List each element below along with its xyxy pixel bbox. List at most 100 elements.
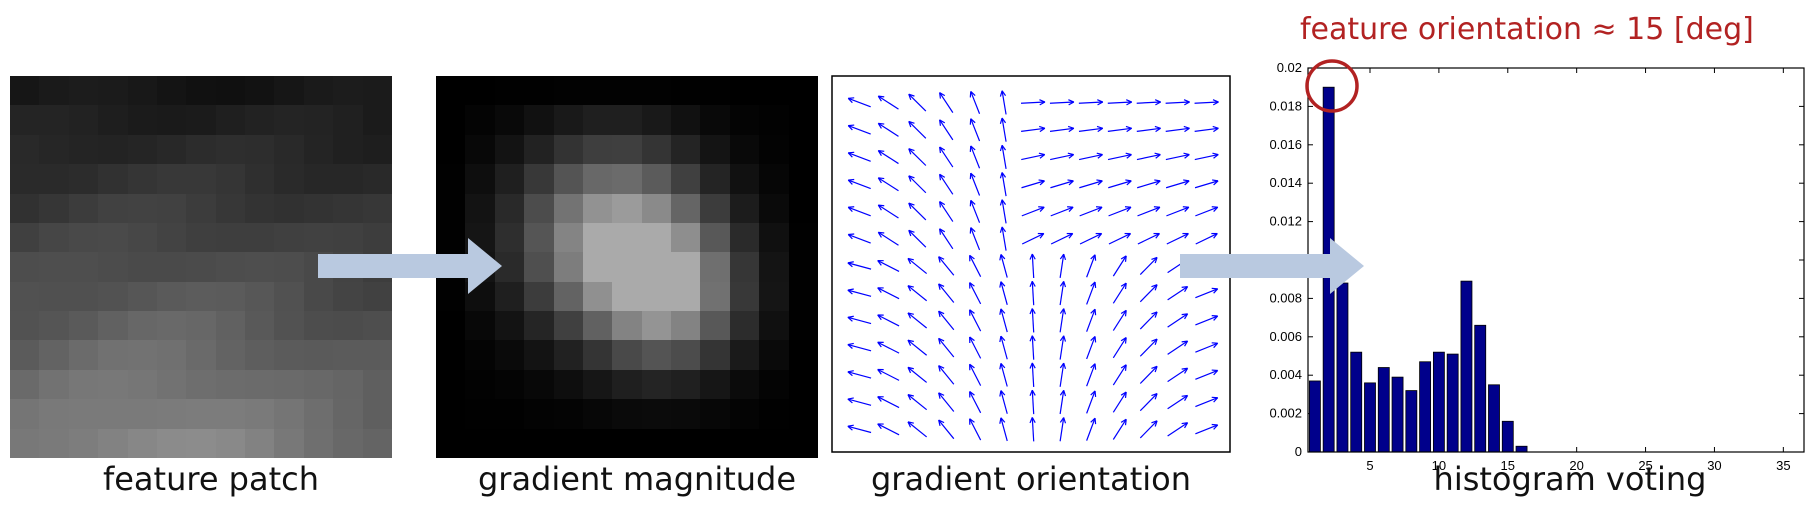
quiver-arrow bbox=[1049, 101, 1074, 104]
quiver-arrow bbox=[877, 341, 900, 354]
quiver-arrowhead bbox=[1039, 99, 1046, 103]
pixel-cell bbox=[612, 164, 642, 194]
arrow-right-icon bbox=[1180, 238, 1364, 294]
quiver-arrowhead bbox=[1154, 311, 1158, 318]
quiver-arrowhead bbox=[1063, 390, 1067, 397]
pixel-cell bbox=[641, 428, 672, 458]
quiver-arrow bbox=[847, 425, 872, 434]
quiver-arrow bbox=[1050, 180, 1074, 189]
pixel-cell bbox=[10, 105, 40, 135]
quiver-arrow bbox=[1139, 420, 1158, 439]
quiver-arrowhead bbox=[939, 92, 942, 99]
quiver-arrow bbox=[1194, 153, 1219, 161]
quiver-arrow bbox=[1059, 362, 1065, 387]
quiver-arrow bbox=[969, 363, 982, 386]
pixel-cell bbox=[333, 105, 363, 135]
pixel-cell bbox=[156, 76, 187, 106]
quiver-arrowhead bbox=[1029, 389, 1033, 396]
pixel-cell bbox=[759, 134, 789, 165]
pixel-cell bbox=[333, 428, 363, 458]
pixel-cell bbox=[39, 428, 69, 458]
pixel-cell bbox=[156, 252, 187, 282]
quiver-arrow bbox=[1194, 101, 1219, 104]
quiver-arrowhead bbox=[1090, 417, 1096, 423]
pixel-cell bbox=[186, 134, 216, 165]
pixel-cell bbox=[245, 76, 275, 106]
quiver-arrowhead bbox=[1063, 281, 1067, 288]
quiver-arrow bbox=[877, 177, 899, 192]
pixel-cell bbox=[582, 399, 613, 429]
quiver-arrowhead bbox=[1126, 180, 1132, 186]
pixel-cell bbox=[333, 193, 363, 223]
pixel-cell bbox=[10, 193, 40, 223]
quiver-arrowhead bbox=[1039, 180, 1045, 186]
histogram-bar bbox=[1432, 351, 1445, 453]
pixel-cell bbox=[156, 428, 187, 458]
pixel-cell bbox=[10, 222, 40, 253]
quiver-arrow bbox=[907, 257, 928, 275]
quiver-arrowhead bbox=[1155, 127, 1161, 133]
pixel-cell bbox=[465, 76, 495, 106]
quiver-arrowhead bbox=[1154, 393, 1158, 400]
pixel-cell bbox=[759, 193, 789, 223]
quiver-arrowhead bbox=[1154, 338, 1158, 345]
pixel-cell bbox=[524, 428, 554, 458]
pixel-cell bbox=[274, 134, 304, 165]
pixel-cell bbox=[759, 105, 789, 135]
quiver-arrowhead bbox=[847, 234, 853, 240]
pixel-cell bbox=[245, 281, 275, 312]
quiver-arrowhead bbox=[1120, 418, 1127, 423]
pixel-cell bbox=[494, 193, 525, 223]
quiver-arrow bbox=[1086, 417, 1096, 441]
quiver-arrow bbox=[1078, 153, 1103, 161]
quiver-arrow bbox=[1195, 206, 1218, 217]
pixel-cell bbox=[303, 340, 334, 370]
quiver-arrow bbox=[939, 146, 954, 168]
quiver-arrowhead bbox=[1213, 233, 1218, 239]
quiver-arrow bbox=[1112, 310, 1127, 331]
pixel-cell bbox=[10, 281, 40, 312]
quiver-arrowhead bbox=[847, 425, 853, 431]
pixel-cell bbox=[729, 134, 760, 165]
quiver-arrow bbox=[939, 201, 954, 222]
quiver-arrow bbox=[1086, 390, 1096, 414]
quiver-arrowhead bbox=[907, 285, 912, 292]
pixel-cell bbox=[671, 340, 701, 370]
quiver-arrowhead bbox=[1039, 125, 1046, 129]
pixel-cell bbox=[127, 428, 157, 458]
histogram-bar bbox=[1308, 380, 1321, 453]
pixel-cell bbox=[671, 105, 701, 135]
pixel-cell bbox=[524, 399, 554, 429]
quiver-arrowhead bbox=[908, 93, 915, 97]
quiver-arrowhead bbox=[1094, 254, 1097, 261]
pixel-cell bbox=[274, 164, 304, 194]
quiver-arrowhead bbox=[1063, 253, 1067, 261]
pixel-cell bbox=[98, 164, 128, 194]
quiver-arrowhead bbox=[1184, 313, 1189, 320]
quiver-arrow bbox=[907, 339, 928, 356]
quiver-arrow bbox=[847, 398, 872, 406]
pixel-cell bbox=[700, 252, 730, 282]
quiver-arrowhead bbox=[1213, 342, 1219, 349]
pixel-cell bbox=[10, 134, 40, 165]
pixel-cell bbox=[303, 399, 334, 429]
quiver-arrow bbox=[1031, 390, 1035, 415]
quiver-arrowhead bbox=[847, 424, 854, 427]
pixel-cell bbox=[671, 399, 701, 429]
pixel-cell bbox=[362, 134, 392, 165]
pixel-cell bbox=[553, 311, 583, 341]
quiver-arrowhead bbox=[1094, 418, 1097, 425]
quiver-arrowhead bbox=[999, 417, 1002, 424]
quiver-arrow bbox=[848, 125, 871, 135]
pixel-cell bbox=[612, 193, 642, 223]
quiver-arrow bbox=[970, 145, 981, 169]
quiver-arrowhead bbox=[1154, 179, 1161, 182]
quiver-arrowhead bbox=[1184, 206, 1190, 212]
quiver-arrowhead bbox=[1097, 99, 1104, 103]
y-tick-label: 0.02 bbox=[1277, 60, 1302, 75]
pixel-cell bbox=[729, 281, 760, 312]
quiver-arrow bbox=[847, 289, 872, 297]
pixel-cell bbox=[436, 340, 466, 370]
quiver-arrow bbox=[1031, 253, 1035, 279]
quiver-arrow bbox=[1165, 153, 1190, 161]
